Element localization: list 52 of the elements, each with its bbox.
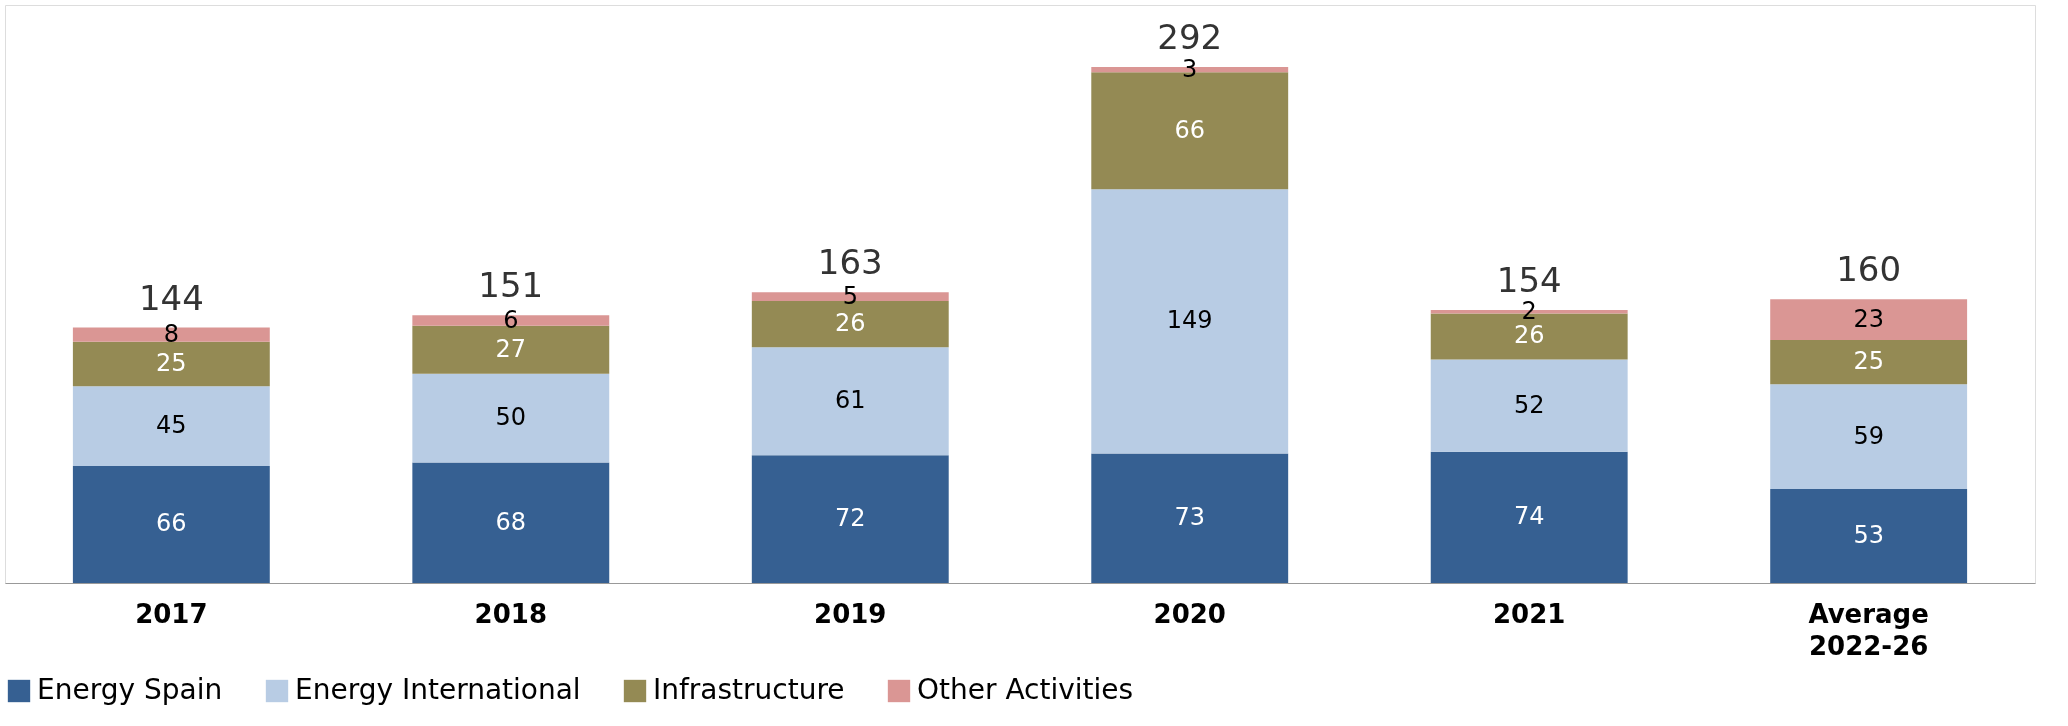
data-label: 66: [1174, 115, 1206, 144]
bar: [72, 341, 270, 387]
bar: [412, 373, 610, 463]
x-tick-label: 2021: [1493, 598, 1566, 629]
total-label: 151: [478, 265, 544, 306]
data-label: 66: [156, 509, 187, 538]
x-tick-label: 2017: [135, 598, 208, 629]
x-tick-label: 2018: [474, 598, 547, 629]
bar: [751, 347, 949, 456]
data-label: 3: [1182, 54, 1198, 83]
data-label: 73: [1174, 503, 1206, 532]
x-tick-label: Average 2022-26: [1808, 598, 1929, 661]
total-label: 160: [1836, 249, 1902, 290]
data-label: 25: [1853, 347, 1884, 376]
total-label: 163: [817, 242, 883, 283]
total-label: 144: [138, 277, 204, 318]
legend-label: Infrastructure: [653, 673, 845, 706]
legend-label: Energy Spain: [37, 673, 223, 706]
data-label: 25: [156, 348, 187, 377]
data-label: 52: [1513, 390, 1545, 419]
bar: [1770, 299, 1968, 341]
bar: [1091, 189, 1289, 454]
data-label: 74: [1513, 502, 1545, 531]
data-label: 5: [842, 281, 858, 310]
data-label: 61: [834, 386, 866, 415]
data-label: 59: [1853, 421, 1884, 450]
data-label: 68: [495, 507, 527, 536]
bar: [412, 462, 610, 583]
data-label: 53: [1853, 521, 1884, 549]
data-label: 45: [156, 411, 187, 440]
data-label: 8: [163, 319, 179, 348]
bar: [72, 465, 270, 583]
data-label: 23: [1853, 304, 1884, 333]
data-label: 27: [495, 334, 527, 363]
data-label: 72: [834, 504, 866, 533]
bar: [1770, 384, 1968, 490]
x-tick-label: 2019: [814, 598, 887, 629]
bar: [1770, 489, 1968, 583]
data-label: 149: [1166, 306, 1213, 335]
x-tick-label: 2020: [1153, 598, 1226, 629]
data-label: 26: [834, 309, 866, 338]
bar: [1091, 453, 1289, 583]
legend-label: Energy International: [295, 673, 581, 706]
bar: [1430, 359, 1628, 452]
total-label: 292: [1157, 16, 1223, 57]
bar: [751, 455, 949, 583]
legend-label: Other Activities: [917, 673, 1134, 706]
data-label: 6: [503, 305, 519, 334]
bar: [1770, 340, 1968, 385]
bar: [1430, 451, 1628, 583]
bar: [72, 386, 270, 466]
data-label: 50: [495, 403, 527, 432]
